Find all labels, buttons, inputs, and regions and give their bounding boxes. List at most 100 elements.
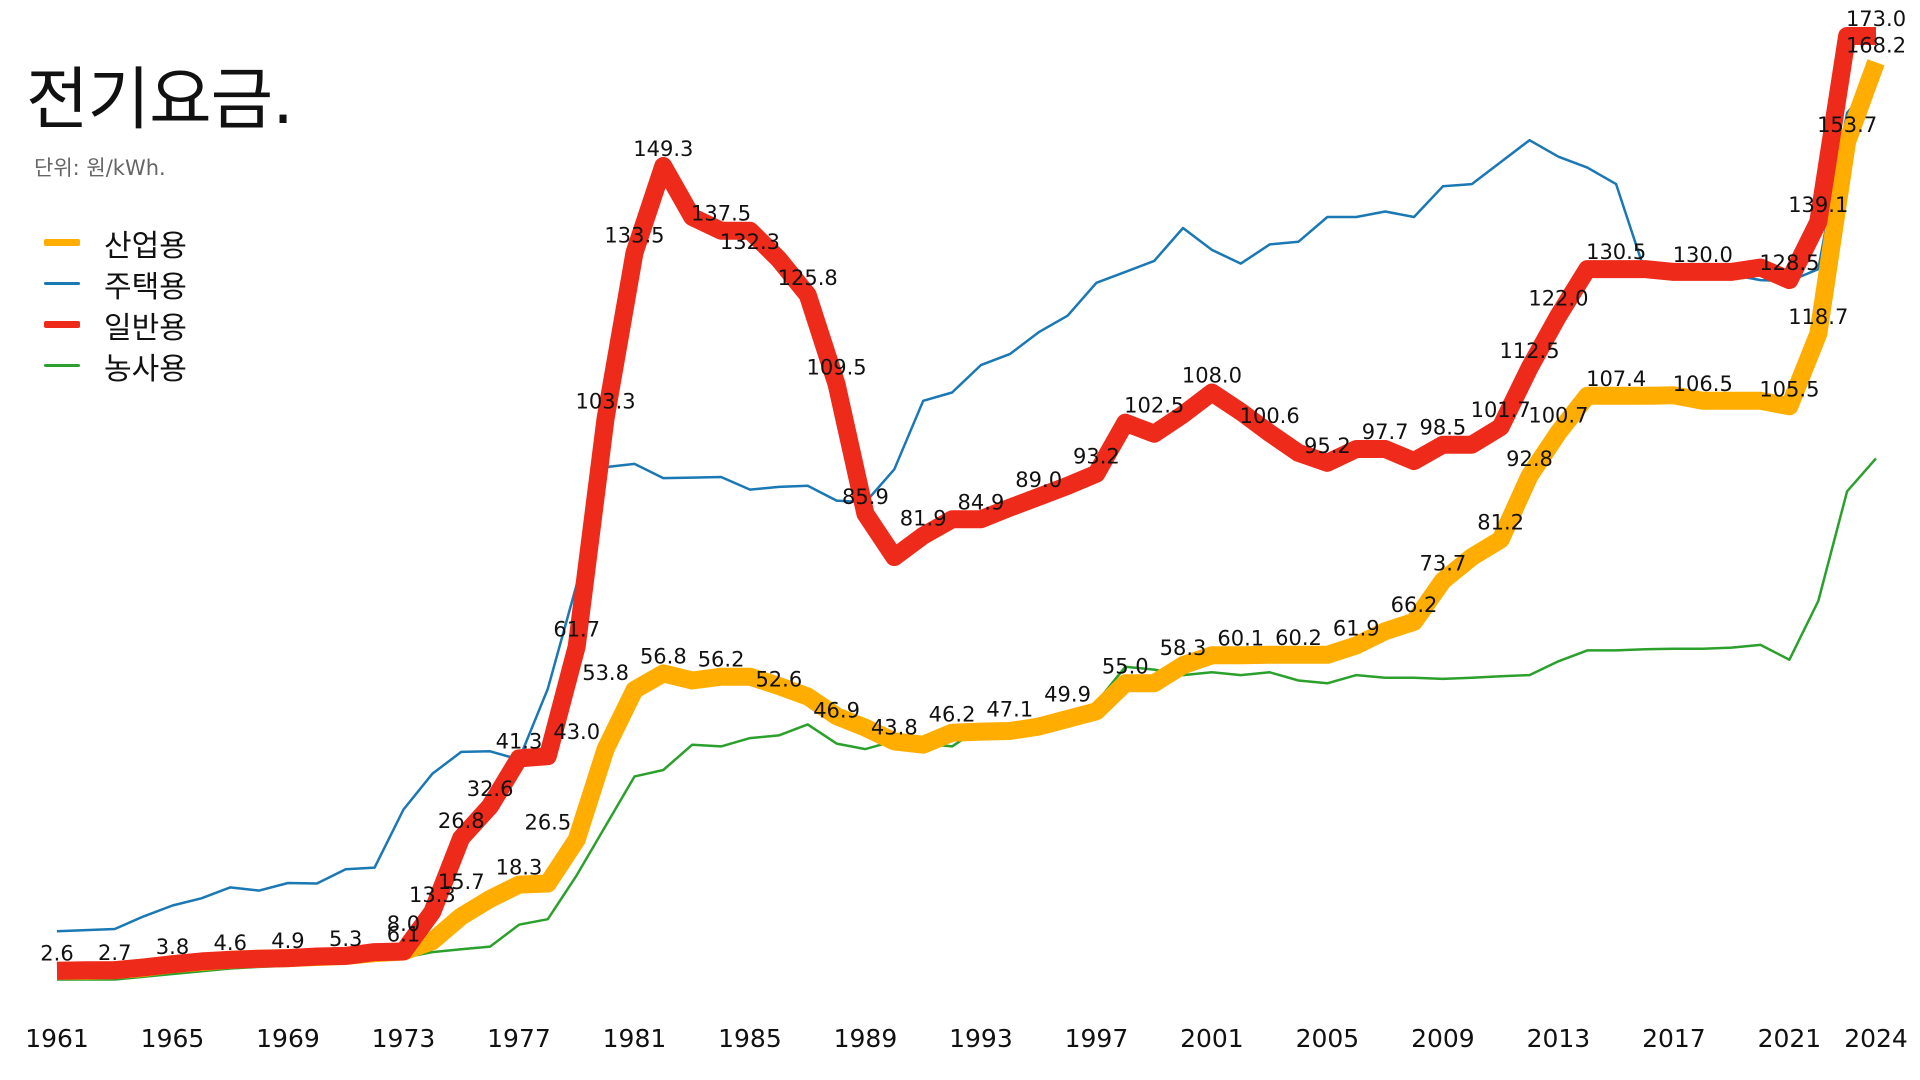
data-label: 26.8 xyxy=(438,809,485,833)
x-axis-ticks: 1961 1965 1969 1973 1977 1981 1985 1989 1993 1997… xyxy=(25,1024,1908,1053)
data-label: 6.1 xyxy=(387,923,420,947)
data-label: 130.0 xyxy=(1673,243,1733,267)
data-label: 46.9 xyxy=(813,699,860,723)
data-label: 18.3 xyxy=(496,856,543,880)
chart-title: 전기요금. xyxy=(26,61,294,140)
data-label: 41.3 xyxy=(496,729,543,753)
legend-label-residential: 주택용 xyxy=(104,269,187,305)
data-label: 15.7 xyxy=(438,870,485,894)
legend-label-agricultural: 농사용 xyxy=(104,351,187,387)
data-label: 8.0 xyxy=(387,912,420,936)
data-label: 133.5 xyxy=(604,224,664,248)
data-label: 61.9 xyxy=(1333,616,1380,640)
data-label: 73.7 xyxy=(1420,552,1467,576)
data-label: 60.2 xyxy=(1275,626,1322,650)
x-tick-label: 1961 xyxy=(25,1024,89,1053)
data-label: 84.9 xyxy=(958,490,1005,514)
legend-swatch-residential xyxy=(44,282,80,285)
x-tick-label: 1981 xyxy=(603,1024,667,1053)
data-label: 32.6 xyxy=(467,777,514,801)
chart-subtitle: 단위: 원/kWh. xyxy=(34,156,166,180)
x-tick-label: 2024 xyxy=(1844,1024,1908,1053)
data-label: 61.7 xyxy=(553,618,600,642)
legend-item-general: 일반용 xyxy=(44,304,187,346)
data-label: 108.0 xyxy=(1182,364,1242,388)
data-label: 43.8 xyxy=(871,716,918,740)
data-label: 112.5 xyxy=(1499,339,1559,363)
data-label: 139.1 xyxy=(1788,193,1848,217)
data-label: 93.2 xyxy=(1073,445,1120,469)
data-label: 43.0 xyxy=(553,720,600,744)
data-label: 56.2 xyxy=(698,648,745,672)
x-tick-label: 2017 xyxy=(1642,1024,1706,1053)
series-line-0 xyxy=(56,79,1877,933)
data-label: 2.6 xyxy=(40,942,73,966)
data-label: 4.6 xyxy=(214,931,247,955)
x-tick-label: 1965 xyxy=(141,1024,205,1053)
legend-swatch-industrial xyxy=(44,239,80,246)
data-label: 109.5 xyxy=(807,355,867,379)
data-label: 4.9 xyxy=(271,929,304,953)
data-label: 107.4 xyxy=(1586,367,1646,391)
data-label: 128.5 xyxy=(1759,251,1819,275)
data-label: 132.3 xyxy=(720,230,780,254)
data-label: 49.9 xyxy=(1044,682,1091,706)
data-label: 85.9 xyxy=(842,485,889,509)
legend-item-agricultural: 농사용 xyxy=(44,345,187,387)
x-tick-label: 1993 xyxy=(949,1024,1013,1053)
data-label: 168.2 xyxy=(1846,33,1906,57)
legend: 산업용 주택용 일반용 농사용 xyxy=(44,222,187,387)
legend-swatch-agricultural xyxy=(44,364,80,367)
data-label: 81.9 xyxy=(900,507,947,531)
data-label: 137.5 xyxy=(691,202,751,226)
data-label: 118.7 xyxy=(1788,305,1848,329)
data-label: 100.6 xyxy=(1240,404,1300,428)
data-label: 98.5 xyxy=(1420,416,1467,440)
data-label: 130.5 xyxy=(1586,240,1646,264)
x-tick-label: 2005 xyxy=(1296,1024,1360,1053)
legend-item-residential: 주택용 xyxy=(44,263,187,305)
data-label: 125.8 xyxy=(778,266,838,290)
x-tick-label: 1977 xyxy=(487,1024,551,1053)
data-label: 13.3 xyxy=(409,883,456,907)
data-label: 106.5 xyxy=(1673,372,1733,396)
data-label: 97.7 xyxy=(1362,420,1409,444)
data-label: 101.7 xyxy=(1471,398,1531,422)
data-label: 5.3 xyxy=(329,927,362,951)
data-label: 173.0 xyxy=(1846,7,1906,31)
data-label: 100.7 xyxy=(1528,404,1588,428)
data-label: 26.5 xyxy=(524,811,571,835)
data-label: 103.3 xyxy=(576,389,636,413)
data-label: 105.5 xyxy=(1759,377,1819,401)
legend-swatch-general xyxy=(44,321,80,328)
data-label: 66.2 xyxy=(1391,593,1438,617)
x-tick-label: 1973 xyxy=(372,1024,436,1053)
data-label: 122.0 xyxy=(1528,287,1588,311)
x-tick-label: 1997 xyxy=(1065,1024,1129,1053)
data-label: 47.1 xyxy=(986,698,1033,722)
data-label: 58.3 xyxy=(1160,636,1207,660)
x-tick-label: 2021 xyxy=(1758,1024,1822,1053)
data-label: 81.2 xyxy=(1477,511,1524,535)
data-label: 60.1 xyxy=(1217,626,1264,650)
data-label: 2.7 xyxy=(98,941,131,965)
x-tick-label: 1969 xyxy=(256,1024,320,1053)
series-layer xyxy=(56,27,1885,981)
x-tick-label: 1985 xyxy=(718,1024,782,1053)
data-label: 149.3 xyxy=(633,137,693,161)
data-label: 53.8 xyxy=(582,661,629,685)
legend-label-industrial: 산업용 xyxy=(104,228,187,264)
x-tick-label: 2009 xyxy=(1411,1024,1475,1053)
data-label: 89.0 xyxy=(1015,468,1062,492)
data-label: 55.0 xyxy=(1102,654,1149,678)
data-label: 52.6 xyxy=(755,667,802,691)
data-label: 95.2 xyxy=(1304,434,1351,458)
data-label-layer: 8.0 15.7 18.3 26.5 43.0 53.8 56.8 56.2 52.6 46.9 4… xyxy=(40,7,1906,966)
x-tick-label: 2001 xyxy=(1180,1024,1244,1053)
data-label: 56.8 xyxy=(640,644,687,668)
legend-label-general: 일반용 xyxy=(104,310,187,346)
x-tick-label: 1989 xyxy=(834,1024,898,1053)
data-label: 102.5 xyxy=(1124,394,1184,418)
data-label: 46.2 xyxy=(929,703,976,727)
